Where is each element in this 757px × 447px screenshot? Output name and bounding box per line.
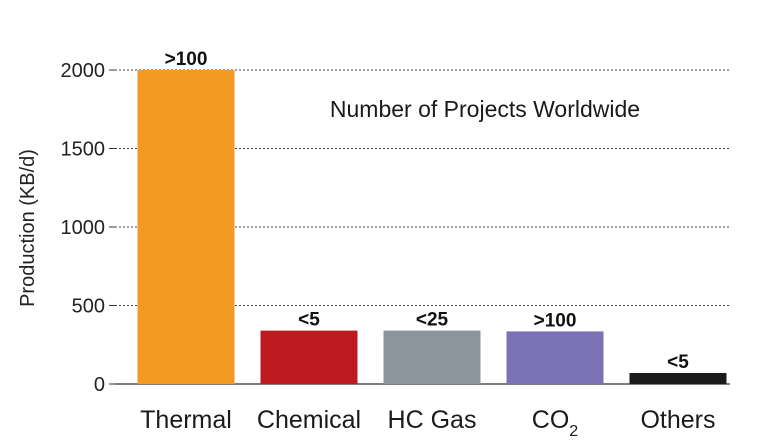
data-label: >100 <box>534 310 577 331</box>
bar-hc-gas <box>383 330 481 384</box>
category-label-text: Chemical <box>257 406 361 434</box>
category-subscript: 2 <box>569 423 578 440</box>
category-label: Others <box>640 406 715 434</box>
data-label: >100 <box>165 49 208 70</box>
data-label: <5 <box>298 310 320 331</box>
y-axis-label: Production (KB/d) <box>17 149 39 307</box>
bar-chemical <box>260 330 358 384</box>
bar-thermal <box>137 70 235 384</box>
category-label-text: HC Gas <box>388 406 477 434</box>
category-label: CO2 <box>532 406 579 440</box>
y-tick-label: 0 <box>94 374 105 396</box>
category-label: Thermal <box>140 406 232 434</box>
category-label-text: Others <box>640 406 715 434</box>
category-label: Chemical <box>257 406 361 434</box>
bar-others <box>629 373 727 384</box>
chart-annotation: Number of Projects Worldwide <box>330 96 640 122</box>
category-label-text: CO <box>532 406 570 434</box>
y-tick-label: 1500 <box>61 139 106 161</box>
bars <box>137 70 727 384</box>
data-label: <5 <box>667 352 689 373</box>
data-label: <25 <box>416 310 449 331</box>
x-axis-categories: Thermal Chemical HC Gas CO2 Others <box>140 406 715 440</box>
category-label-text: Thermal <box>140 406 232 434</box>
y-tick-label: 1000 <box>61 217 106 239</box>
data-labels: >100 <5 <25 >100 <5 <box>165 49 690 373</box>
y-tick-label: 500 <box>72 296 105 318</box>
category-label: HC Gas <box>388 406 477 434</box>
y-axis-ticks: 0 500 1000 1500 2000 <box>61 60 115 396</box>
bar-co <box>506 331 604 384</box>
y-tick-label: 2000 <box>61 60 106 82</box>
